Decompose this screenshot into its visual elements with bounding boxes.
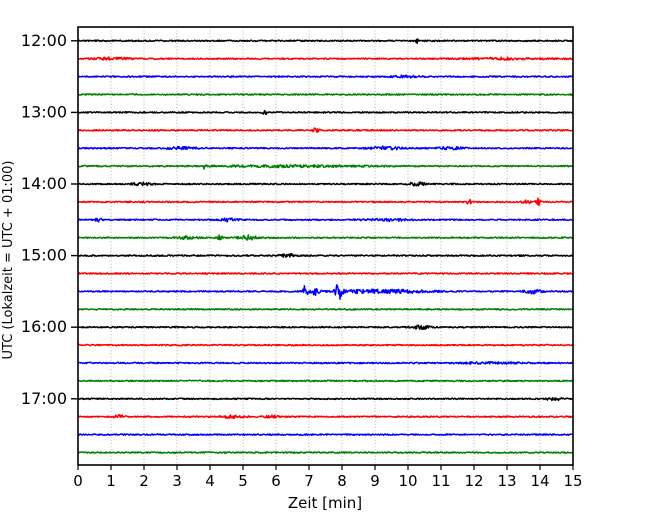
x-tick-label: 5: [238, 472, 248, 490]
axis-layer: 0 1 2 3 4 5 6 7 8 9 10 11 12 13 14 1512:0013:0014:0015:…: [21, 31, 583, 490]
x-tick-label: 9: [370, 472, 380, 490]
x-tick-label: 7: [304, 472, 314, 490]
trace-1215: [77, 56, 574, 61]
x-tick-label: 8: [337, 472, 347, 490]
x-tick-label: 2: [139, 472, 149, 490]
y-tick-label: 15:00: [21, 246, 67, 265]
trace-1345: [77, 163, 574, 170]
trace-1530: [77, 284, 574, 300]
x-tick-label: 6: [271, 472, 281, 490]
x-tick-label: 13: [497, 472, 516, 490]
plot-frame: [77, 26, 574, 466]
grid-layer: [110, 27, 541, 465]
x-tick-label: 15: [563, 472, 582, 490]
trace-1630: [77, 360, 574, 365]
y-tick-label: 13:00: [21, 102, 67, 121]
trace-1515: [77, 272, 574, 275]
x-tick-label: 1: [106, 472, 116, 490]
x-tick-label: 10: [398, 472, 417, 490]
y-tick-label: 16:00: [21, 317, 67, 336]
trace-1400: [77, 181, 574, 187]
y-tick-label: 17:00: [21, 389, 67, 408]
trace-1615: [77, 343, 574, 347]
trace-1200: [77, 38, 574, 45]
x-tick-label: 0: [73, 472, 83, 490]
trace-1300: [77, 109, 574, 116]
trace-1645: [77, 379, 574, 383]
trace-layer: [77, 38, 574, 454]
trace-1430: [77, 217, 574, 223]
trace-1315: [77, 127, 574, 133]
x-tick-label: 4: [205, 472, 215, 490]
trace-1730: [77, 433, 574, 436]
trace-1245: [77, 93, 574, 96]
x-axis-label: Zeit [min]: [288, 494, 362, 512]
trace-1500: [77, 252, 574, 258]
trace-1600: [77, 324, 574, 330]
trace-1445: [77, 234, 574, 241]
x-tick-label: 12: [464, 472, 483, 490]
x-tick-label: 11: [431, 472, 450, 490]
y-tick-label: 12:00: [21, 31, 67, 50]
trace-1415: [77, 197, 574, 206]
y-axis-label: UTC (Lokalzeit = UTC + 01:00): [1, 161, 16, 360]
y-tick-label: 14:00: [21, 174, 67, 193]
trace-1700: [77, 396, 574, 402]
trace-1745: [77, 451, 574, 454]
trace-1545: [77, 307, 574, 311]
x-tick-label: 3: [172, 472, 182, 490]
trace-1715: [77, 414, 574, 420]
trace-1230: [77, 74, 574, 79]
x-tick-label: 14: [530, 472, 549, 490]
trace-1330: [77, 145, 574, 151]
